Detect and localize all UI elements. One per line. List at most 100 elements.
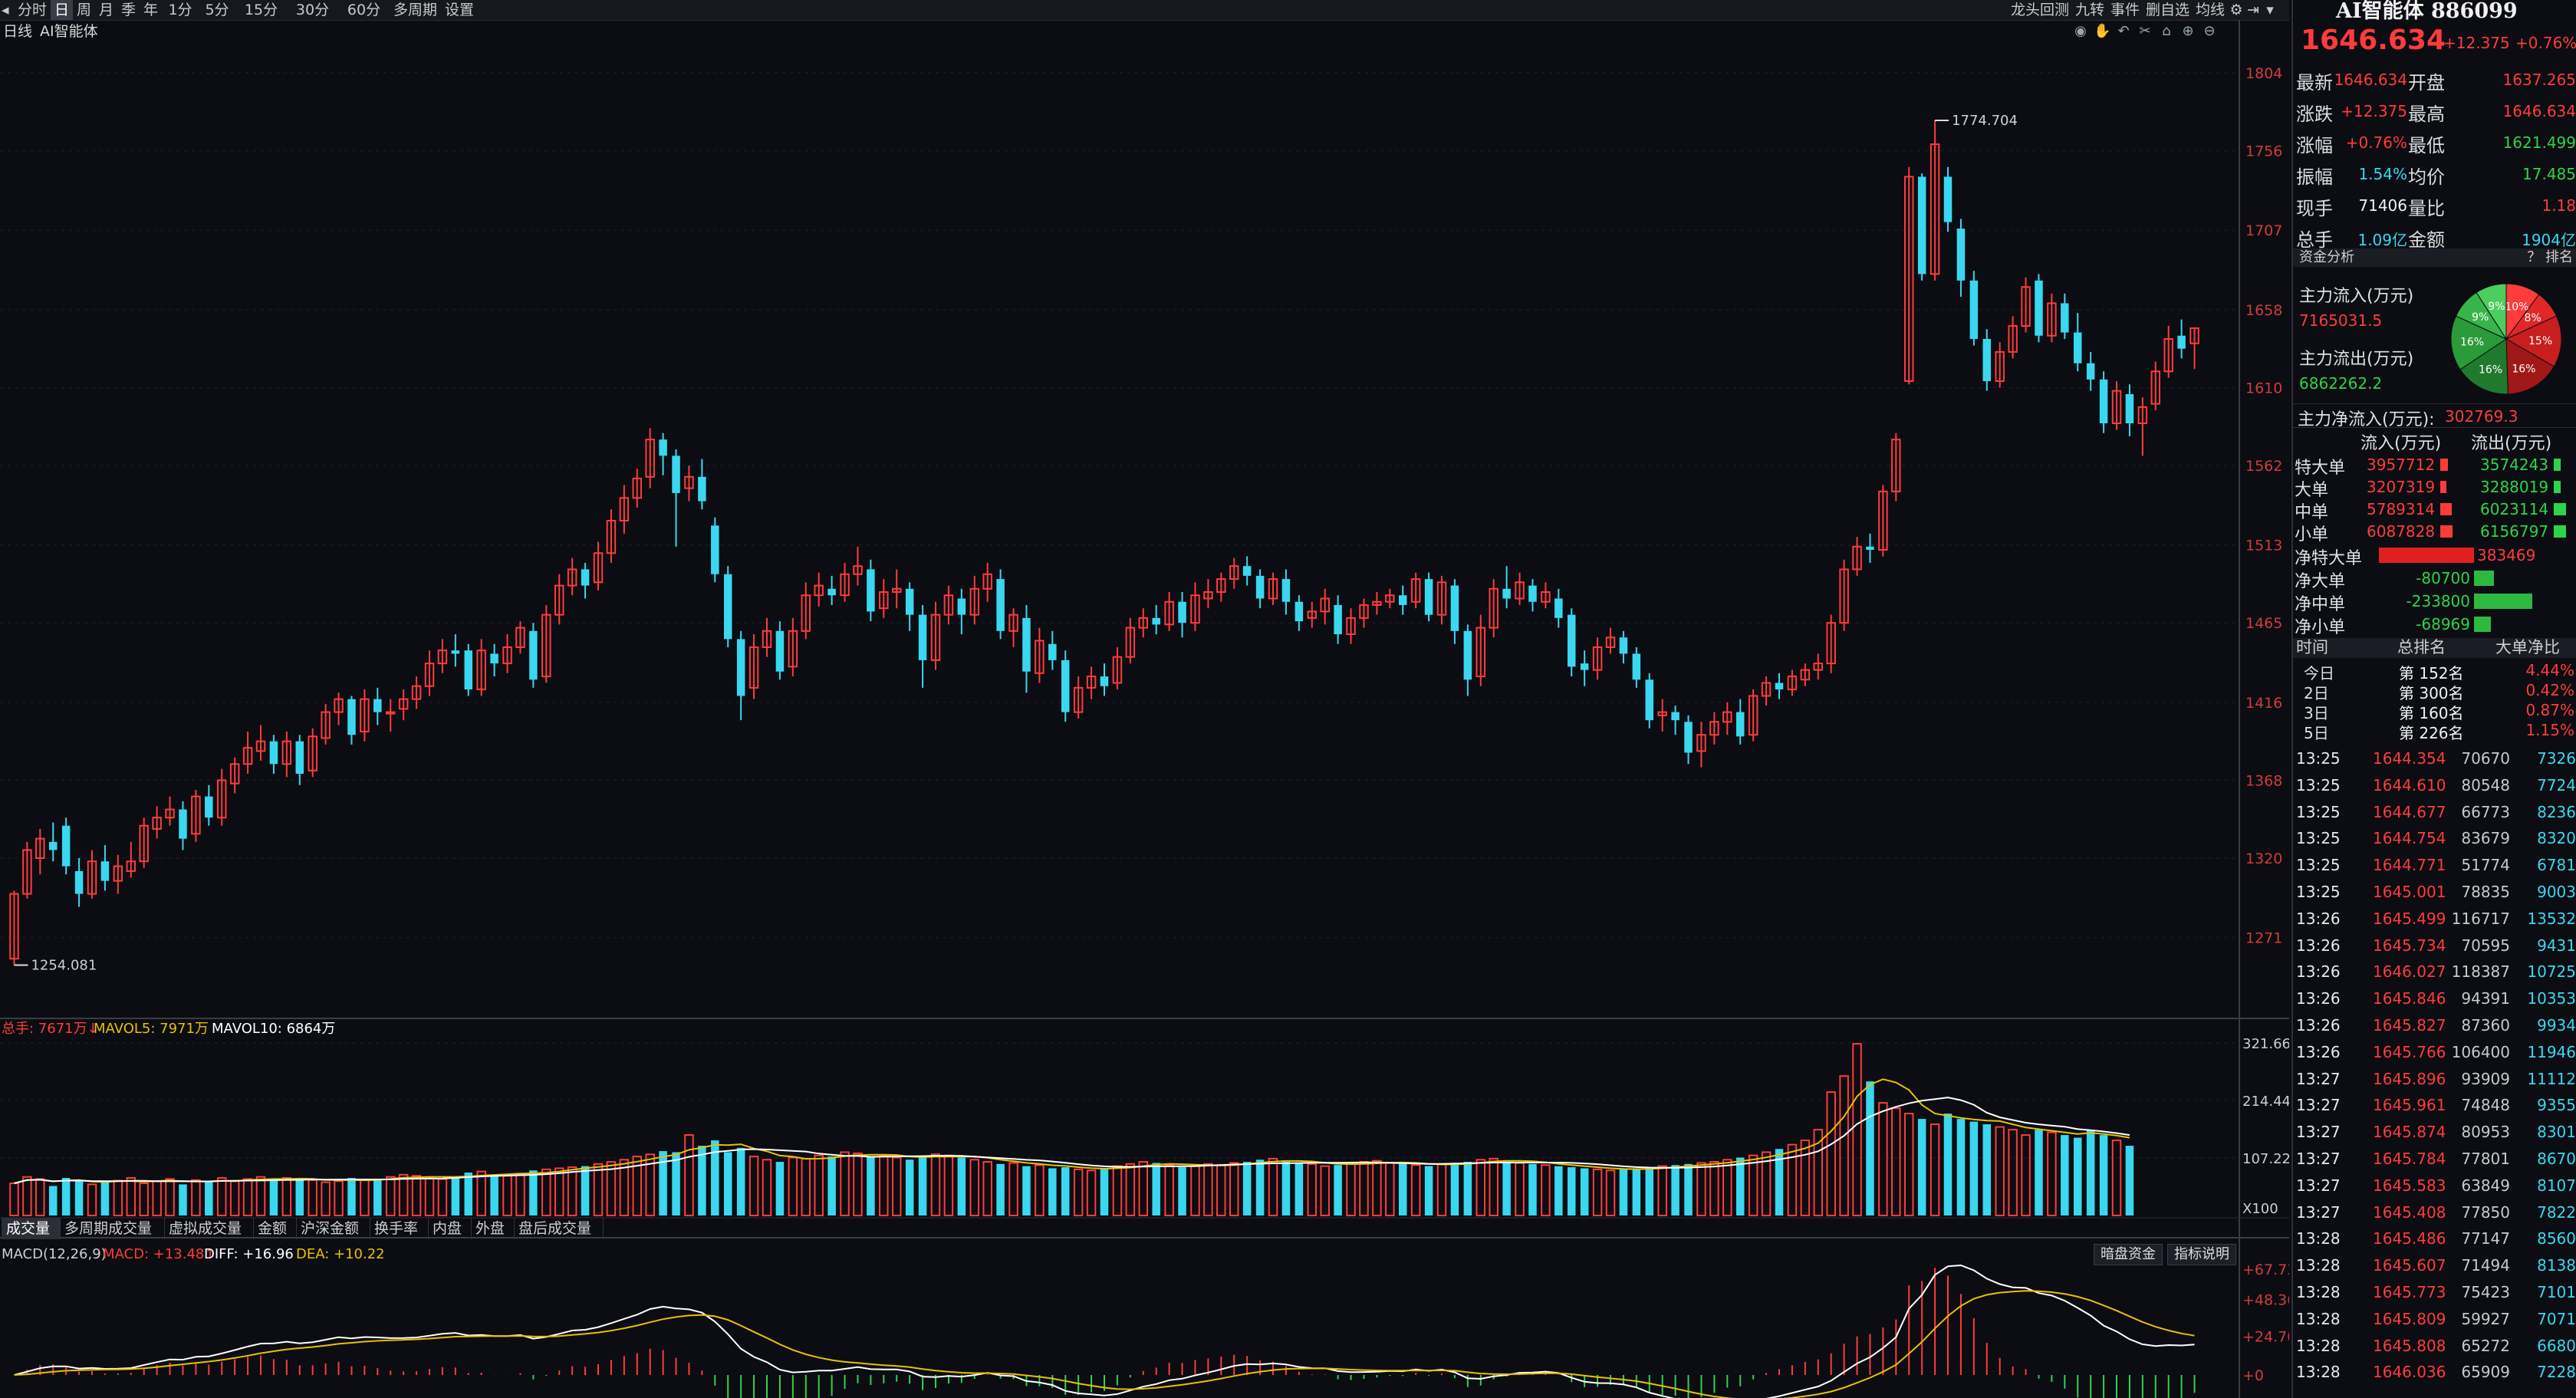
volume-tab-1[interactable]: 多周期成交量 — [60, 1218, 165, 1239]
macd-histogram — [26, 1268, 2196, 1398]
toolbar-right-item-1[interactable]: 九转 — [2074, 2, 2104, 18]
back-arrow-icon[interactable]: ◂ — [2, 2, 9, 18]
eye-icon[interactable]: ◉ — [2074, 23, 2087, 39]
quote-value: 1646.634 — [2502, 102, 2576, 120]
period-tab-0[interactable]: 分时 — [17, 2, 47, 18]
candle — [165, 796, 175, 826]
volume-bar — [1800, 1140, 1811, 1217]
tick-volume: 66773 — [2461, 802, 2510, 821]
tick-row[interactable]: 13:26 1645.827 87360 9934 — [2293, 1012, 2576, 1038]
period-tab-3[interactable]: 月 — [98, 2, 114, 18]
zoom-in-icon[interactable]: ⊕ — [2182, 23, 2194, 39]
indicator-help-button[interactable]: 指标说明 — [2167, 1244, 2236, 1265]
tick-row[interactable]: 13:25 1644.354 70670 7326 — [2293, 745, 2576, 771]
quote-key: 涨跌 — [2296, 104, 2333, 125]
tick-row[interactable]: 13:26 1645.734 70595 9431 — [2293, 933, 2576, 959]
candle — [1567, 608, 1576, 677]
tick-row[interactable]: 13:25 1644.754 83679 8320 — [2293, 825, 2576, 851]
tick-row[interactable]: 13:27 1645.784 77801 8670 — [2293, 1146, 2576, 1172]
period-tab-12[interactable]: 设置 — [444, 2, 474, 18]
candle-body — [476, 650, 486, 690]
order-row: 小单 6087828 6156797 — [2293, 521, 2576, 544]
tick-row[interactable]: 13:25 1644.677 66773 8236 — [2293, 799, 2576, 825]
period-tab-5[interactable]: 年 — [143, 2, 158, 18]
kline-chart[interactable]: 1804 1756 1707 1658 1610 1562 1513 1465 1416 1368… — [0, 0, 2289, 1398]
zoom-out-icon[interactable]: ⊖ — [2203, 23, 2216, 39]
toolbar-right-item-7[interactable]: ▾ — [2266, 2, 2274, 18]
hand-icon[interactable]: ✋ — [2094, 23, 2111, 39]
volume-tab-5[interactable]: 换手率 — [370, 1218, 429, 1239]
lock-icon[interactable]: ⌂ — [2162, 23, 2171, 39]
tick-time: 13:25 — [2296, 829, 2341, 848]
period-tab-7[interactable]: 5分 — [205, 2, 229, 18]
volume-bar — [1424, 1166, 1433, 1215]
volume-tab-8[interactable]: 盘后成交量 — [514, 1218, 604, 1239]
tick-row[interactable]: 13:28 1645.486 77147 8560 — [2293, 1225, 2576, 1252]
tick-row[interactable]: 13:26 1645.846 94391 10353 — [2293, 985, 2576, 1011]
candle-body — [515, 627, 525, 648]
candle-body — [1203, 591, 1213, 600]
fund-rank-link[interactable]: ？ 排名 — [2527, 249, 2573, 265]
volume-tick-label: 214.44万 — [2242, 1094, 2289, 1110]
tick-row[interactable]: 13:26 1646.027 118387 10725 — [2293, 959, 2576, 985]
dark-pool-button[interactable]: 暗盘资金 — [2094, 1244, 2163, 1265]
price-tick-label: 1707 — [2245, 222, 2282, 239]
pie-slice-label: 15% — [2528, 335, 2552, 347]
period-tab-4[interactable]: 季 — [120, 2, 136, 18]
tick-row[interactable]: 13:27 1645.583 63849 8107 — [2293, 1173, 2576, 1199]
volume-bar — [1852, 1043, 1862, 1216]
tick-row[interactable]: 13:25 1644.610 80548 7724 — [2293, 772, 2576, 798]
volume-tab-7[interactable]: 外盘 — [471, 1218, 515, 1239]
tick-amount: 8301 — [2537, 1123, 2576, 1142]
period-tab-1[interactable]: 日 — [51, 0, 73, 20]
candle-body — [1671, 712, 1679, 721]
tick-row[interactable]: 13:26 1645.499 116717 13532 — [2293, 906, 2576, 932]
toolbar-right-item-5[interactable]: ⚙ — [2229, 2, 2243, 18]
price-tick-label: 1271 — [2245, 930, 2282, 947]
toolbar-right-item-6[interactable]: ⇥ — [2247, 2, 2259, 18]
period-tab-9[interactable]: 30分 — [295, 2, 330, 18]
mavol5-line — [14, 1078, 2130, 1184]
tick-row[interactable]: 13:27 1645.874 80953 8301 — [2293, 1119, 2576, 1145]
period-tab-8[interactable]: 15分 — [244, 2, 278, 18]
toolbar-right-item-2[interactable]: 事件 — [2110, 2, 2140, 18]
toolbar-right-item-4[interactable]: 均线 — [2195, 2, 2225, 18]
candle — [74, 858, 84, 907]
period-tab-11[interactable]: 多周期 — [393, 2, 437, 18]
tick-row[interactable]: 13:26 1645.766 106400 11946 — [2293, 1039, 2576, 1065]
candle — [1138, 608, 1149, 638]
tick-row[interactable]: 13:25 1644.771 51774 6781 — [2293, 852, 2576, 878]
volume-tab-2[interactable]: 虚拟成交量 — [164, 1218, 254, 1239]
tick-row[interactable]: 13:27 1645.961 74848 9355 — [2293, 1092, 2576, 1118]
volume-tab-6[interactable]: 内盘 — [428, 1218, 472, 1239]
candle — [711, 517, 719, 583]
scissors-icon[interactable]: ✂ — [2139, 23, 2151, 39]
tick-time: 13:25 — [2296, 775, 2341, 794]
period-tab-10[interactable]: 60分 — [347, 2, 381, 18]
tick-row[interactable]: 13:27 1645.408 77850 7822 — [2293, 1199, 2576, 1225]
toolbar-right-item-3[interactable]: 删自选 — [2145, 2, 2189, 18]
candle — [2111, 380, 2122, 430]
tick-row[interactable]: 13:25 1645.001 78835 9003 — [2293, 879, 2576, 905]
period-tab-6[interactable]: 1分 — [168, 2, 192, 18]
tick-time: 13:25 — [2296, 856, 2341, 875]
undo-icon[interactable]: ↶ — [2117, 23, 2130, 39]
volume-tab-4[interactable]: 沪深金额 — [296, 1218, 370, 1239]
candle — [982, 562, 992, 602]
volume-tab-0[interactable]: 成交量 — [2, 1218, 61, 1239]
tick-volume: 78835 — [2461, 883, 2510, 901]
tick-row[interactable]: 13:27 1645.896 93909 11112 — [2293, 1066, 2576, 1092]
pie-slice — [2459, 338, 2509, 395]
tick-row[interactable]: 13:28 1645.808 65272 6680 — [2293, 1333, 2576, 1359]
tick-row[interactable]: 13:28 1645.809 59927 7071 — [2293, 1306, 2576, 1332]
candle — [879, 579, 889, 618]
tick-row[interactable]: 13:28 1646.036 65909 7228 — [2293, 1359, 2576, 1385]
tick-row[interactable]: 13:28 1645.607 71494 8138 — [2293, 1252, 2576, 1278]
period-tab-2[interactable]: 周 — [76, 2, 91, 18]
tick-row[interactable]: 13:28 1645.773 75423 7101 — [2293, 1279, 2576, 1305]
volume-bar — [48, 1186, 58, 1215]
low-marker-label: 1254.081 — [31, 957, 97, 973]
quote-row: 振幅 1.54% 均价 17.485 — [2293, 159, 2576, 189]
volume-tab-3[interactable]: 金额 — [253, 1218, 297, 1239]
toolbar-right-item-0[interactable]: 龙头回测 — [2010, 2, 2069, 18]
